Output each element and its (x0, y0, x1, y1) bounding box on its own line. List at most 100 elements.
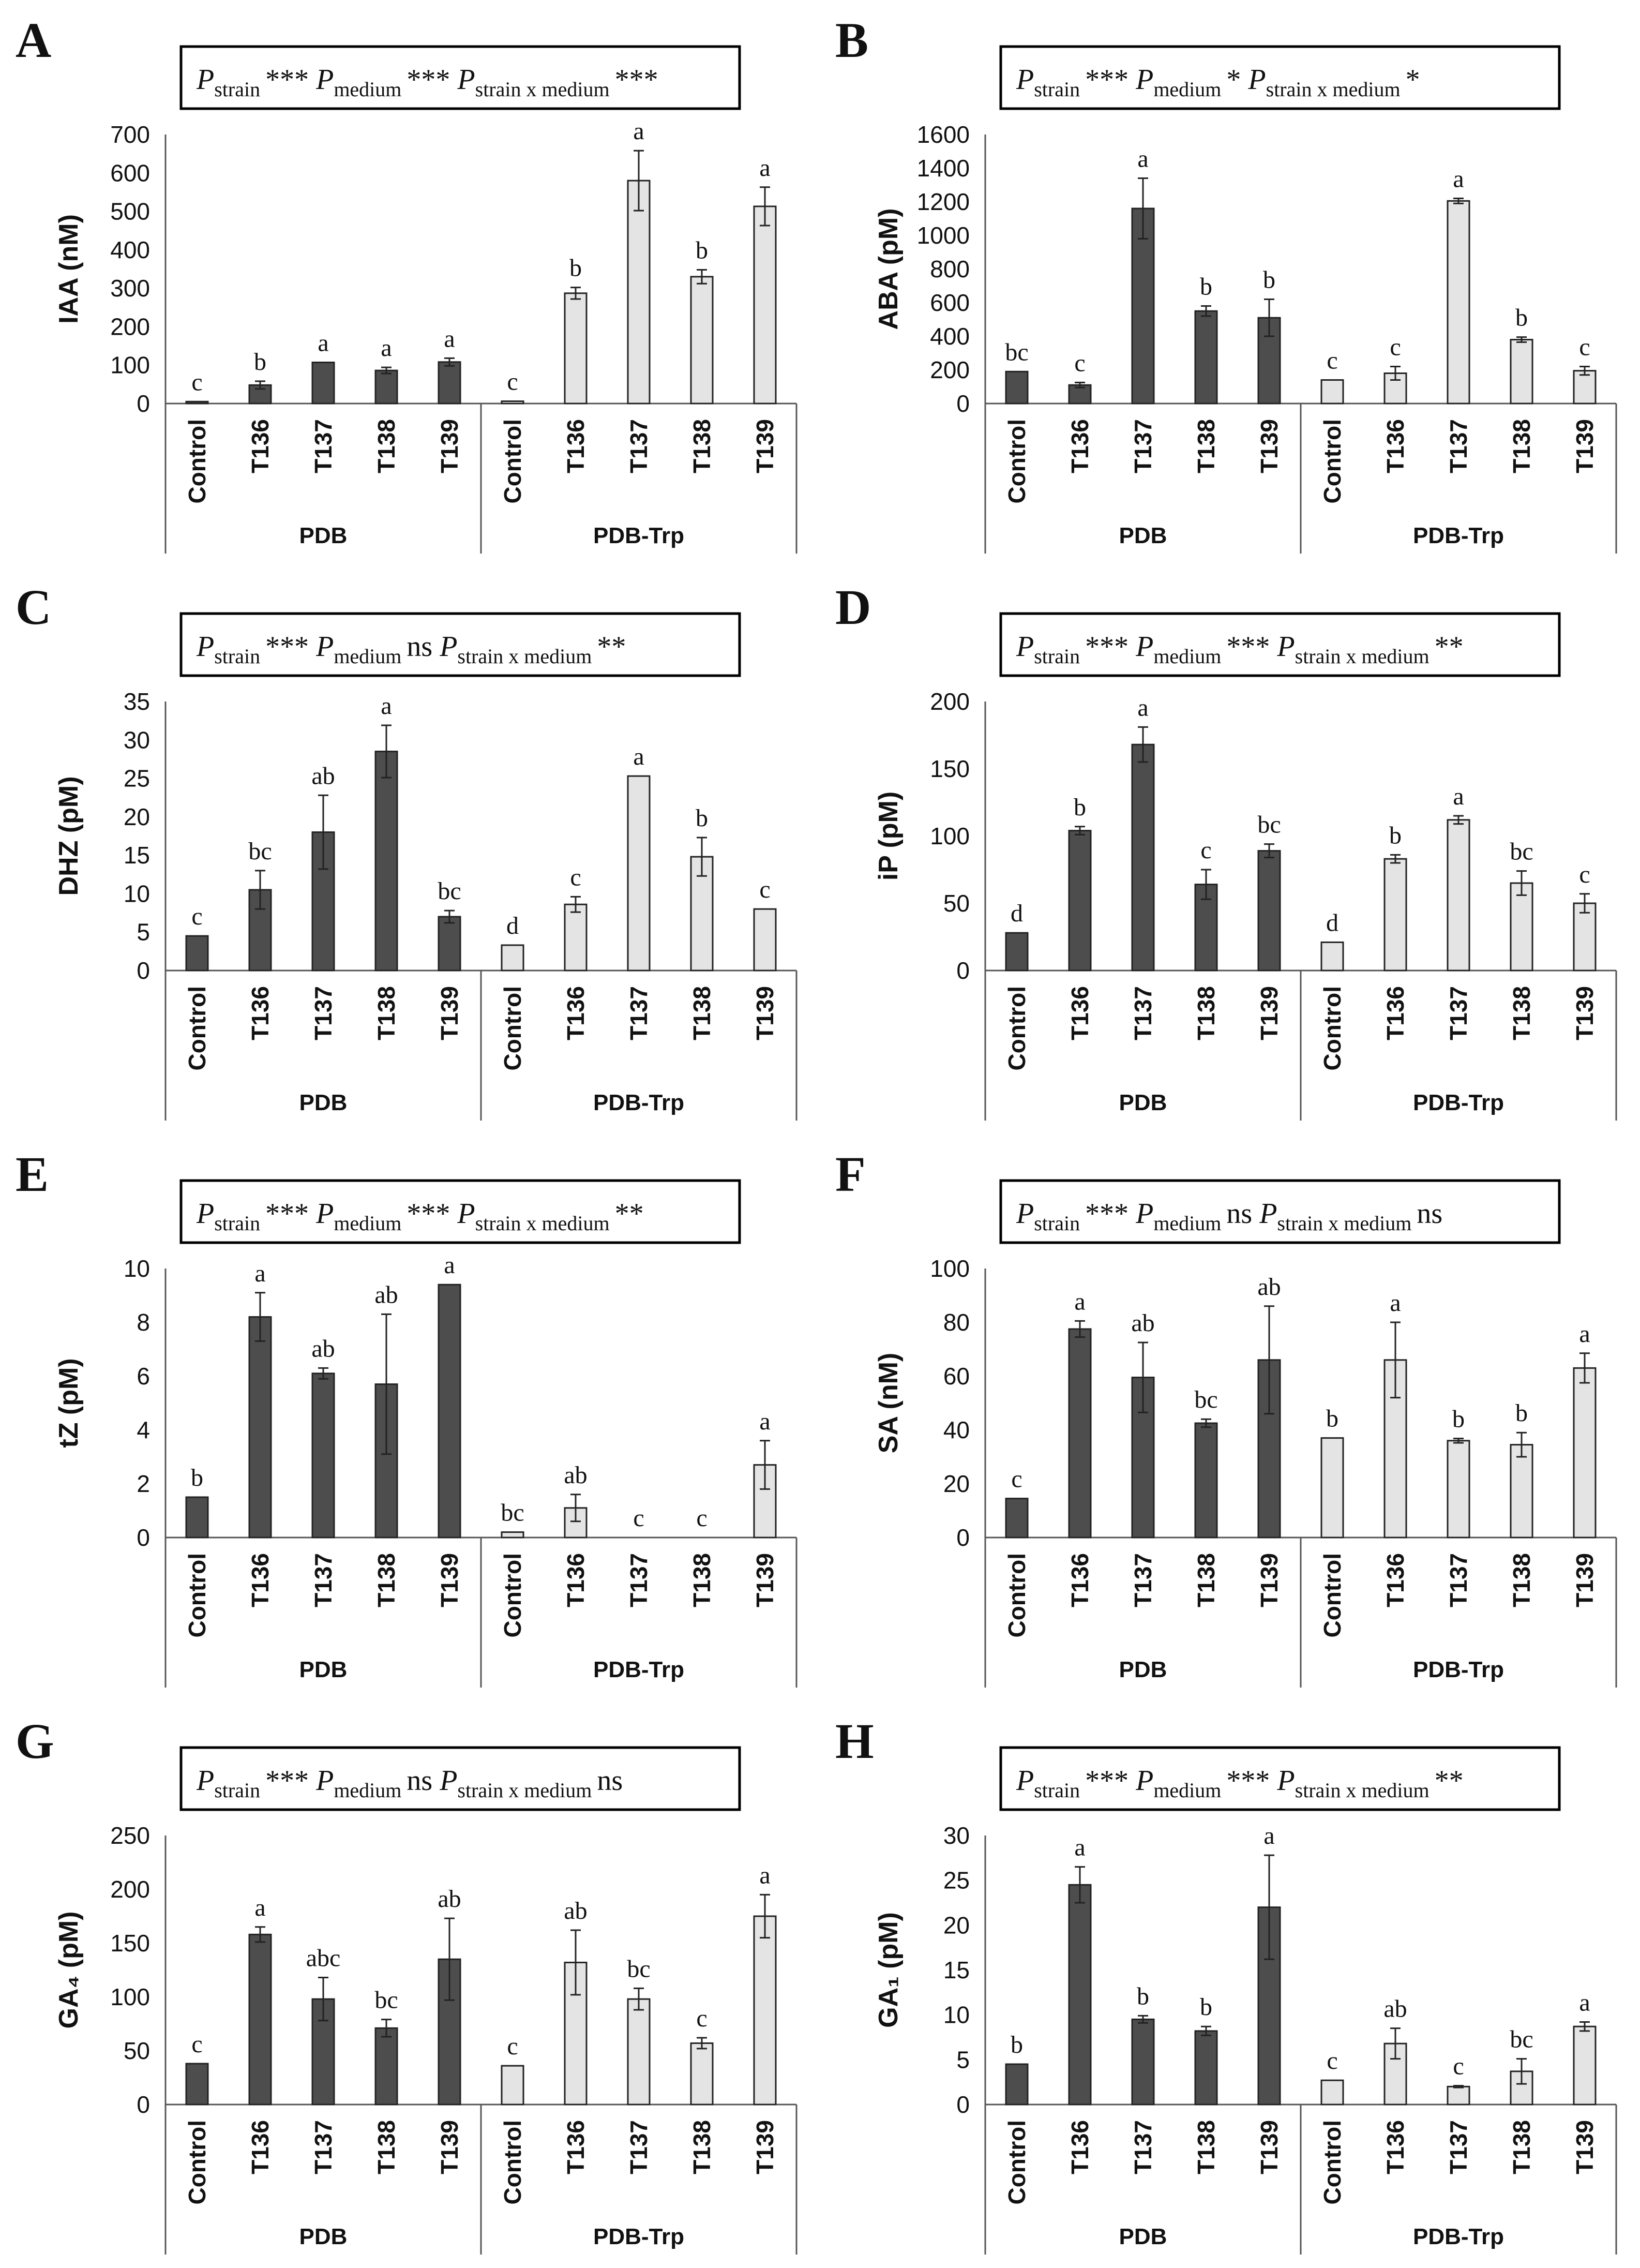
panel-letter: B (835, 12, 868, 68)
y-tick-label: 100 (110, 352, 150, 379)
significance-letter: a (444, 325, 455, 352)
bar-pdb-trp-control (501, 944, 524, 972)
y-tick-label: 10 (124, 1255, 150, 1282)
x-tick-label: T137 (1130, 1553, 1156, 1607)
y-tick-label: 0 (137, 957, 150, 984)
significance-letter: bc (501, 1499, 524, 1527)
x-tick-label: T136 (562, 1553, 589, 1607)
y-tick-label: 100 (930, 1255, 970, 1282)
y-tick-label: 40 (943, 1416, 970, 1443)
x-tick-label: T139 (751, 2120, 778, 2174)
bar-pdb-t136 (1068, 1328, 1092, 1539)
group-label-pdb: PDB (299, 1657, 348, 1682)
error-bar (1453, 815, 1464, 825)
x-tick-label: T138 (373, 419, 400, 473)
x-tick-label: Control (1319, 2120, 1346, 2205)
chart-a: A Pstrain *** Pmedium *** Pstrain x medium ***… (16, 12, 798, 554)
panel-b: B Pstrain *** Pmedium * Pstrain x medium * ABA … (820, 0, 1639, 567)
bar-pdb-t139 (1257, 1906, 1281, 2106)
x-tick-label: T137 (1445, 419, 1472, 473)
y-tick-label: 20 (943, 1912, 970, 1938)
significance-letter: b (1263, 266, 1275, 294)
bar-pdb-trp-t137 (627, 775, 651, 972)
significance-letter: ab (374, 1281, 398, 1308)
significance-letter: a (633, 117, 644, 145)
error-bar (760, 186, 770, 227)
y-tick-label: 300 (110, 275, 150, 302)
error-bar (381, 366, 392, 375)
bar-pdb-t136 (1068, 1884, 1092, 2106)
bar-pdb-control (1005, 2063, 1029, 2106)
x-tick-label: T138 (688, 2120, 715, 2174)
significance-letter: b (1515, 304, 1528, 332)
significance-letter: b (1200, 273, 1212, 301)
stats-box: Pstrain *** Pmedium *** Pstrain x medium ** (179, 1179, 741, 1244)
bar-pdb-trp-t137 (1447, 1440, 1470, 1539)
group-label-pdb-trp: PDB-Trp (1413, 1090, 1504, 1115)
panel-letter: D (835, 579, 871, 635)
significance-letter: bc (374, 1987, 398, 2014)
significance-letter: a (1579, 1320, 1590, 1348)
stats-text: Pstrain *** Pmedium *** Pstrain x medium ** (1016, 631, 1464, 668)
x-tick-label: T137 (310, 1553, 337, 1607)
x-tick-label: T139 (436, 986, 463, 1040)
x-tick-label: T138 (1508, 1553, 1535, 1607)
x-tick-label: T137 (625, 419, 652, 473)
significance-letter: bc (1005, 338, 1028, 366)
y-tick-label: 20 (124, 803, 150, 830)
significance-letter: b (1326, 1405, 1338, 1433)
error-bar (1138, 177, 1148, 240)
significance-letter: b (254, 348, 266, 376)
y-tick-label: 15 (124, 842, 150, 869)
error-bar (444, 1917, 455, 2001)
significance-letter: c (191, 903, 202, 930)
significance-letter: a (1453, 783, 1464, 810)
bar-pdb-trp-t139 (753, 908, 777, 972)
x-tick-label: T138 (1193, 2120, 1220, 2174)
error-bar (634, 1987, 644, 2011)
chart-f: F Pstrain *** Pmedium ns Pstrain x medium ns SA… (835, 1146, 1617, 1688)
significance-letter: d (506, 912, 519, 939)
x-tick-label: T138 (373, 986, 400, 1040)
group-label-pdb-trp: PDB-Trp (1413, 1657, 1504, 1682)
group-label-pdb-trp: PDB-Trp (593, 1657, 684, 1682)
error-bar (1516, 870, 1527, 896)
significance-letter: c (191, 368, 202, 396)
x-tick-label: T136 (1382, 2120, 1409, 2174)
significance-letter: c (570, 863, 581, 891)
y-axis-label: ABA (pM) (874, 208, 904, 330)
y-axis-label: tZ (pM) (54, 1358, 84, 1448)
stats-text: Pstrain *** Pmedium *** Pstrain x medium ** (1016, 1765, 1464, 1802)
chart-g: G Pstrain *** Pmedium ns Pstrain x medium ns GA… (16, 1713, 798, 2255)
bar-pdb-t138 (1194, 2030, 1218, 2106)
error-bar (760, 1893, 770, 1939)
error-bar (1138, 1341, 1148, 1413)
bar-pdb-t139 (438, 1284, 461, 1539)
error-bar (570, 1494, 581, 1523)
bar-pdb-t136 (1068, 384, 1092, 405)
significance-letter: a (318, 330, 328, 357)
error-bar (255, 380, 265, 390)
bar-pdb-trp-t137 (1447, 2085, 1470, 2106)
x-tick-label: T136 (562, 419, 589, 473)
x-tick-label: T137 (625, 986, 652, 1040)
significance-letter: a (1453, 166, 1464, 193)
bar-pdb-trp-control (501, 1531, 524, 1539)
bar-pdb-t139 (438, 916, 461, 972)
significance-letter: c (1327, 347, 1337, 375)
y-tick-label: 600 (930, 289, 970, 316)
x-tick-label: Control (1319, 1553, 1346, 1638)
x-tick-label: T139 (1571, 419, 1598, 473)
y-tick-label: 80 (943, 1309, 970, 1336)
panel-letter: E (16, 1146, 49, 1202)
y-tick-label: 200 (110, 1876, 150, 1903)
error-bar (1075, 1320, 1085, 1338)
error-bar (444, 909, 455, 924)
bar-pdb-trp-t138 (690, 276, 714, 405)
significance-letter: ab (1383, 1995, 1407, 2023)
group-label-pdb: PDB (1119, 523, 1167, 548)
panel-e: E Pstrain *** Pmedium *** Pstrain x medium ** t… (0, 1134, 820, 1701)
x-tick-label: T136 (562, 986, 589, 1040)
y-tick-label: 30 (943, 1822, 970, 1849)
x-tick-label: T139 (751, 986, 778, 1040)
